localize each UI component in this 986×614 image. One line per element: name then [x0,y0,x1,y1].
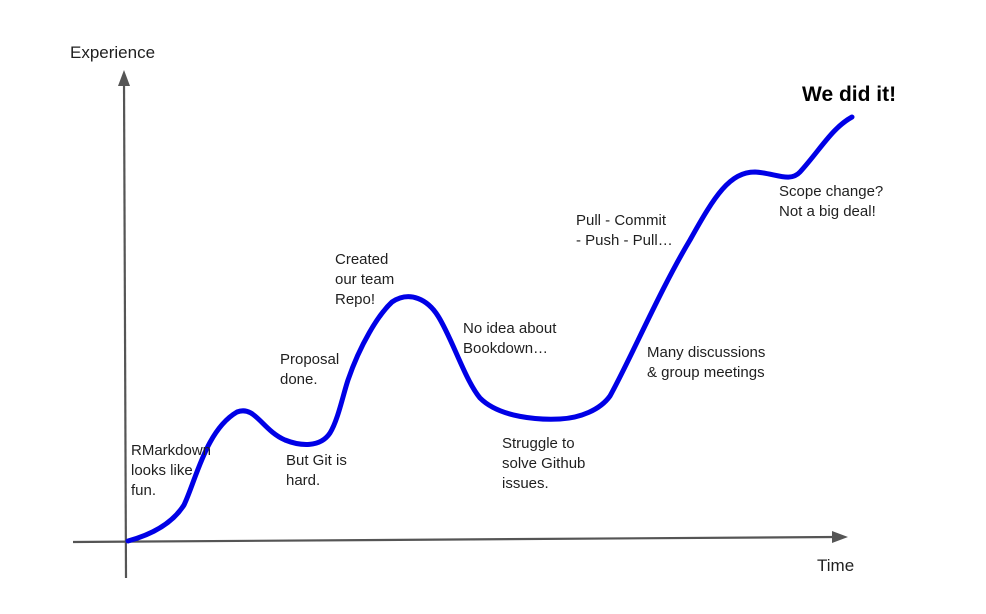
x-axis-arrowhead [832,531,848,543]
annotation-github: Struggle to solve Github issues. [502,435,586,492]
annotation-scope-change: Scope change? Not a big deal! [779,183,884,220]
annotation-rmarkdown: RMarkdown looks like fun. [131,442,212,499]
annotation-discussions: Many discussions & group meetings [647,344,766,381]
annotation-repo: Created our team Repo! [335,251,395,308]
experience-curve [125,114,855,544]
x-axis [72,535,837,544]
success-title: We did it! [802,83,897,106]
y-axis-label: Experience [70,43,156,62]
x-axis-label: Time [817,556,855,575]
annotation-proposal: Proposal done. [280,351,340,388]
annotation-bookdown: No idea about Bookdown… [463,320,557,357]
y-axis-arrowhead [118,70,130,86]
annotation-pull-commit: Pull - Commit - Push - Pull… [576,212,673,249]
y-axis [122,79,128,579]
annotation-git-hard: But Git is hard. [286,452,347,489]
